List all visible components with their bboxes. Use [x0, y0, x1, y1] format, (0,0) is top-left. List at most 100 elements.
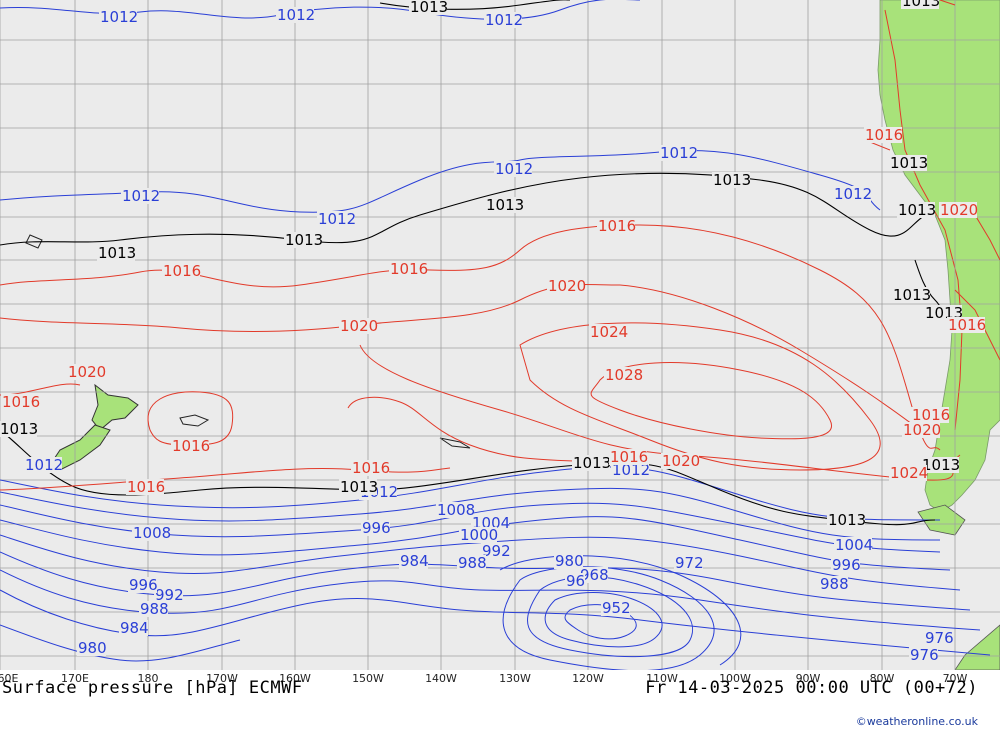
isobar-label-996: 996 [129, 576, 158, 594]
isobar-label-1020: 1020 [903, 421, 941, 439]
isobar-label-996: 996 [832, 556, 861, 574]
isobar-label-bg [284, 232, 322, 248]
pressure-map: 1012 1012 1012 1012 1012 1012 1012 1012 1012 1012… [0, 0, 1000, 670]
isobar-label-bg [0, 421, 37, 437]
isobar-label-984: 984 [120, 619, 149, 637]
isobar-label-bg [831, 557, 860, 573]
isobar-label-bg [399, 553, 428, 569]
isobar-label-972: 972 [675, 554, 704, 572]
isobar-label-bg [481, 543, 510, 559]
isobar-label-bg [892, 287, 930, 303]
isobar-label-1024: 1024 [590, 323, 628, 341]
isobar-label-1012: 1012 [485, 11, 523, 29]
longitude-label: 100W [719, 672, 751, 685]
isobar-label-988: 988 [820, 575, 849, 593]
isobar-label-bg [389, 261, 427, 277]
longitude-label: 90W [795, 672, 821, 685]
isobar-label-1020: 1020 [548, 277, 586, 295]
isobar-label-bg [659, 145, 697, 161]
isobar-label-bg [597, 218, 635, 234]
isobar-label-bg [351, 460, 389, 476]
isobar-label-bg [24, 457, 62, 473]
isobar-label-bg [579, 567, 608, 583]
isobar-label-1016: 1016 [912, 406, 950, 424]
isobar-label-1012: 1012 [277, 6, 315, 24]
antarctic-peninsula [954, 624, 1000, 670]
isobar-label-1013: 1013 [486, 196, 524, 214]
isobar-label-bg [601, 600, 630, 616]
isobar-label-bg [99, 9, 137, 25]
forecast-datetime: Fr 14-03-2025 00:00 UTC (00+72) [645, 678, 978, 698]
isobar-label-bg [317, 211, 355, 227]
isobar-label-1028: 1028 [605, 366, 643, 384]
isobar-label-bg [911, 407, 949, 423]
isobar-label-980: 980 [78, 639, 107, 657]
tierra-del-fuego [917, 504, 966, 536]
isobar-label-1013: 1013 [0, 420, 38, 438]
map-title: Surface pressure [hPa] ECMWF [2, 678, 303, 698]
isobar-label-1000: 1000 [460, 526, 498, 544]
isobar-label-1004: 1004 [835, 536, 873, 554]
isobar-label-bg [889, 465, 927, 481]
isobar-label-bg [409, 0, 447, 15]
isobar-label-1012: 1012 [834, 185, 872, 203]
isobar-label-1020: 1020 [662, 452, 700, 470]
isobar-label-1012: 1012 [122, 187, 160, 205]
isobar-label-976: 976 [925, 629, 954, 647]
isobar-labels: 1012 1012 1012 1012 1012 1012 1012 1012 1012 1012… [0, 0, 986, 664]
isobar-label-1016: 1016 [2, 393, 40, 411]
credit-link[interactable]: ©weatheronline.co.uk [855, 715, 978, 728]
isobar-label-bg [339, 318, 377, 334]
isobar-label-bg [833, 186, 871, 202]
isobar-label-1013: 1013 [410, 0, 448, 16]
isobar-label-bg [154, 587, 183, 603]
isobar-label-bg [162, 263, 200, 279]
isobar-label-1024: 1024 [890, 464, 928, 482]
isobar-label-1020: 1020 [68, 363, 106, 381]
isobar-label-bg [484, 12, 522, 28]
isobar-label-bg [864, 127, 902, 143]
isobar-label-1008: 1008 [133, 524, 171, 542]
isobar-label-bg [827, 512, 865, 528]
isobar-label-980: 980 [555, 552, 584, 570]
longitude-label: 60E [0, 672, 19, 685]
isobar-label-bg [121, 188, 159, 204]
isobar-label-1013: 1013 [573, 454, 611, 472]
isobar-label-bg [611, 462, 649, 478]
isobar-label-bg [77, 640, 106, 656]
isobar-label-1013: 1013 [340, 478, 378, 496]
isobar-label-bg [565, 573, 585, 589]
isobar-label-bg [604, 367, 642, 383]
longitude-label: 180 [137, 672, 159, 685]
isobar-label-bg [819, 576, 848, 592]
isobar-label-996: 996 [362, 519, 391, 537]
isobar-label-1016: 1016 [163, 262, 201, 280]
isobar-label-bg [921, 457, 959, 473]
lat-lon-grid [0, 0, 1000, 670]
isobar-label-992: 992 [155, 586, 184, 604]
isobar-label-bg [609, 449, 647, 465]
isobar-label-bg [889, 155, 927, 171]
isobar-label-bg [572, 455, 610, 471]
isobar-label-bg [126, 479, 164, 495]
longitude-label: 160W [279, 672, 311, 685]
isobar-label-bg [897, 202, 935, 218]
isobar-label-1012: 1012 [25, 456, 63, 474]
isobar-label-bg [67, 364, 105, 380]
isobar-label-1016: 1016 [127, 478, 165, 496]
longitude-label: 80W [869, 672, 895, 685]
isobar-label-1012: 1012 [318, 210, 356, 228]
isobar-label-bg [661, 453, 699, 469]
isobar-label-bg [554, 553, 583, 569]
isobar-label-bg [171, 438, 209, 454]
isobar-label-952: 952 [602, 599, 631, 617]
isobar-label-bg [276, 7, 314, 23]
isobar-label-bg [459, 527, 497, 543]
longitude-label: 170W [206, 672, 238, 685]
isobar-label-bg [128, 577, 157, 593]
longitude-label: 120W [572, 672, 604, 685]
isobar-label-1012: 1012 [495, 160, 533, 178]
isobar-label-bg [834, 537, 872, 553]
isobar-label-1016: 1016 [390, 260, 428, 278]
isobar-label-1013: 1013 [922, 456, 960, 474]
